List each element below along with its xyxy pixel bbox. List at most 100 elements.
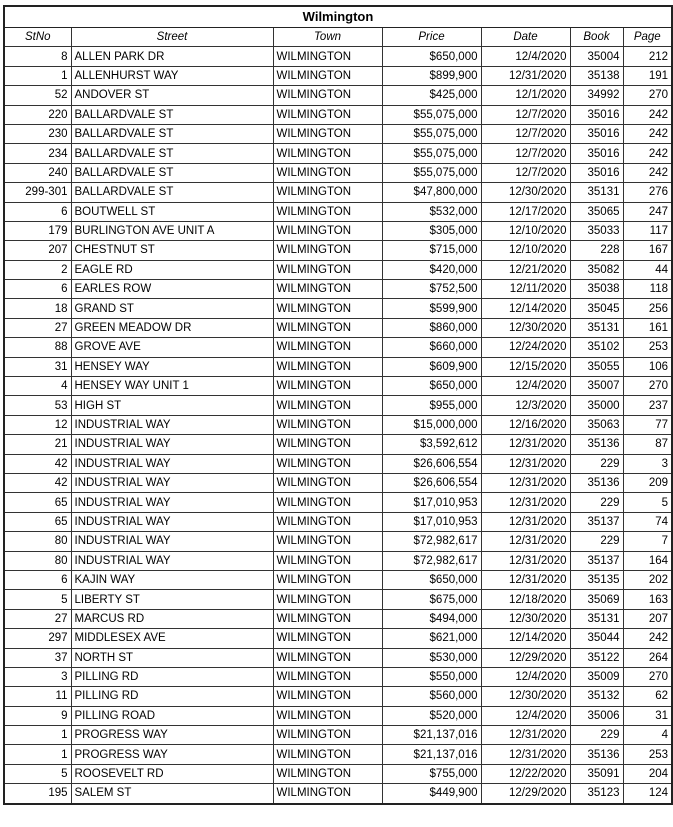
cell-date: 12/16/2020: [480, 414, 571, 436]
cell-page: 212: [622, 46, 673, 67]
table-row: 6 KAJIN WAY WILMINGTON $650,000 12/31/2020 35…: [3, 569, 673, 591]
cell-street: PROGRESS WAY: [70, 725, 274, 746]
sales-table: Wilmington StNo Street Town Price Date Book Pa…: [3, 5, 673, 805]
cell-book: 35009: [569, 666, 624, 688]
cell-price: $650,000: [381, 569, 482, 591]
cell-stno: 3: [3, 666, 72, 688]
cell-price: $26,606,554: [381, 453, 482, 474]
cell-stno: 5: [3, 589, 72, 610]
table-row: 4 HENSEY WAY UNIT 1 WILMINGTON $650,000 12/4…: [3, 376, 673, 397]
cell-price: $55,075,000: [381, 123, 482, 145]
cell-town: WILMINGTON: [272, 414, 383, 436]
table-row: 8 ALLEN PARK DR WILMINGTON $650,000 12/4/202…: [3, 46, 673, 67]
cell-street: INDUSTRIAL WAY: [70, 453, 274, 474]
table-row: 230 BALLARDVALE ST WILMINGTON $55,075,000 12…: [3, 123, 673, 145]
cell-town: WILMINGTON: [272, 666, 383, 688]
cell-date: 12/31/2020: [480, 531, 571, 552]
cell-town: WILMINGTON: [272, 395, 383, 416]
table-row: 3 PILLING RD WILMINGTON $550,000 12/4/2020 35…: [3, 666, 673, 688]
table-row: 179 BURLINGTON AVE UNIT A WILMINGTON $305,0…: [3, 220, 673, 242]
cell-date: 12/30/2020: [480, 686, 571, 707]
cell-town: WILMINGTON: [272, 85, 383, 106]
cell-stno: 21: [3, 434, 72, 455]
cell-price: $520,000: [381, 705, 482, 727]
cell-book: 35091: [569, 763, 624, 785]
cell-book: 35016: [569, 143, 624, 164]
cell-page: 270: [622, 666, 673, 688]
cell-street: ALLEN PARK DR: [70, 46, 274, 67]
cell-book: 35063: [569, 414, 624, 436]
table-row: 207 CHESTNUT ST WILMINGTON $715,000 12/10/20…: [3, 240, 673, 261]
cell-stno: 179: [3, 220, 72, 242]
table-row: 12 INDUSTRIAL WAY WILMINGTON $15,000,000 12/…: [3, 414, 673, 436]
column-header-street: Street: [70, 26, 274, 48]
cell-page: 106: [622, 356, 673, 378]
cell-street: HENSEY WAY UNIT 1: [70, 376, 274, 397]
cell-price: $72,982,617: [381, 531, 482, 552]
cell-book: 35065: [569, 201, 624, 222]
cell-town: WILMINGTON: [272, 143, 383, 164]
cell-stno: 12: [3, 414, 72, 436]
cell-price: $47,800,000: [381, 182, 482, 203]
cell-street: EARLES ROW: [70, 279, 274, 300]
cell-stno: 9: [3, 705, 72, 727]
column-header-page: Page: [622, 26, 673, 48]
cell-date: 12/4/2020: [480, 705, 571, 727]
cell-book: 35006: [569, 705, 624, 727]
cell-date: 12/31/2020: [480, 569, 571, 591]
cell-street: SALEM ST: [70, 783, 274, 805]
cell-page: 270: [622, 376, 673, 397]
cell-book: 228: [569, 240, 624, 261]
cell-book: 35137: [569, 511, 624, 533]
cell-street: NORTH ST: [70, 647, 274, 668]
cell-book: 35136: [569, 744, 624, 765]
cell-page: 7: [622, 531, 673, 552]
cell-town: WILMINGTON: [272, 259, 383, 281]
cell-town: WILMINGTON: [272, 337, 383, 358]
cell-stno: 27: [3, 608, 72, 630]
cell-price: $532,000: [381, 201, 482, 222]
cell-town: WILMINGTON: [272, 511, 383, 533]
table-row: 31 HENSEY WAY WILMINGTON $609,900 12/15/2020…: [3, 356, 673, 378]
cell-town: WILMINGTON: [272, 220, 383, 242]
cell-page: 164: [622, 550, 673, 571]
cell-price: $55,075,000: [381, 143, 482, 164]
cell-street: INDUSTRIAL WAY: [70, 531, 274, 552]
cell-stno: 2: [3, 259, 72, 281]
cell-stno: 65: [3, 511, 72, 533]
cell-price: $530,000: [381, 647, 482, 668]
cell-date: 12/4/2020: [480, 376, 571, 397]
cell-date: 12/7/2020: [480, 104, 571, 125]
cell-price: $675,000: [381, 589, 482, 610]
cell-date: 12/4/2020: [480, 46, 571, 67]
table-row: 65 INDUSTRIAL WAY WILMINGTON $17,010,953 12/…: [3, 511, 673, 533]
table-row: 1 PROGRESS WAY WILMINGTON $21,137,016 12/31/…: [3, 725, 673, 746]
cell-page: 87: [622, 434, 673, 455]
cell-town: WILMINGTON: [272, 569, 383, 591]
cell-town: WILMINGTON: [272, 298, 383, 319]
cell-town: WILMINGTON: [272, 317, 383, 339]
cell-book: 35044: [569, 628, 624, 649]
cell-town: WILMINGTON: [272, 279, 383, 300]
table-row: 195 SALEM ST WILMINGTON $449,900 12/29/2020 3…: [3, 783, 673, 805]
cell-town: WILMINGTON: [272, 376, 383, 397]
cell-town: WILMINGTON: [272, 453, 383, 474]
cell-price: $660,000: [381, 337, 482, 358]
table-row: 299-301 BALLARDVALE ST WILMINGTON $47,800,0…: [3, 182, 673, 203]
cell-date: 12/3/2020: [480, 395, 571, 416]
cell-price: $425,000: [381, 85, 482, 106]
column-header-date: Date: [480, 26, 571, 48]
table-row: 18 GRAND ST WILMINGTON $599,900 12/14/2020 35…: [3, 298, 673, 319]
cell-price: $609,900: [381, 356, 482, 378]
cell-street: GROVE AVE: [70, 337, 274, 358]
cell-book: 35102: [569, 337, 624, 358]
cell-street: BALLARDVALE ST: [70, 162, 274, 184]
cell-page: 3: [622, 453, 673, 474]
cell-book: 35038: [569, 279, 624, 300]
cell-page: 209: [622, 472, 673, 494]
cell-town: WILMINGTON: [272, 123, 383, 145]
cell-book: 35131: [569, 608, 624, 630]
table-row: 5 ROOSEVELT RD WILMINGTON $755,000 12/22/202…: [3, 763, 673, 785]
cell-page: 77: [622, 414, 673, 436]
cell-stno: 1: [3, 744, 72, 765]
